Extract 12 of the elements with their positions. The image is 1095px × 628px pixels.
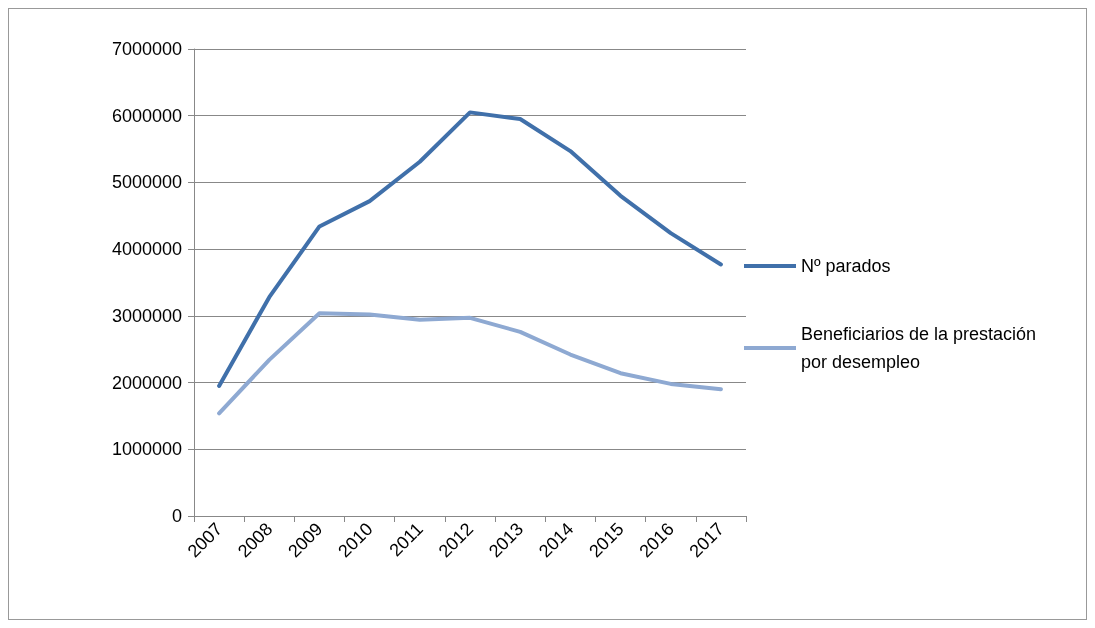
line-series	[217, 110, 723, 388]
y-tick-label: 1000000	[111, 439, 182, 460]
y-tick-label: 2000000	[111, 372, 182, 393]
y-tick-label: 6000000	[111, 105, 182, 126]
y-tick-label: 4000000	[111, 239, 182, 260]
legend-label: Nº parados	[801, 256, 891, 276]
legend-label: Beneficiarios de la prestación por desempleo	[801, 324, 1042, 372]
line-series	[217, 311, 723, 416]
y-tick-label: 7000000	[111, 39, 182, 59]
y-tick-label: 0	[171, 506, 182, 526]
y-tick-label: 3000000	[111, 305, 182, 326]
y-tick-label: 5000000	[111, 172, 182, 193]
